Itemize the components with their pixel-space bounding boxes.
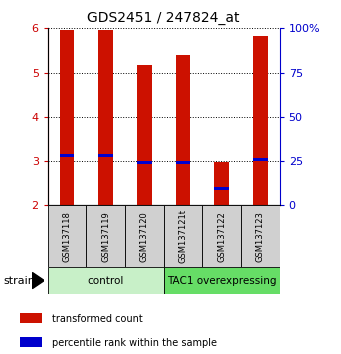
Text: GSM137121t: GSM137121t [178,209,188,263]
Text: TAC1 overexpressing: TAC1 overexpressing [167,275,277,286]
Bar [253,158,268,161]
Bar [214,187,229,190]
Bar [20,337,43,347]
Polygon shape [32,273,44,289]
Bar [98,30,113,205]
Text: transformed count: transformed count [52,314,143,324]
Text: GSM137123: GSM137123 [256,211,265,262]
Bar [48,267,164,294]
Bar [60,154,74,157]
Bar [98,154,113,157]
Bar [241,205,280,267]
Bar [20,314,43,323]
Bar [164,205,202,267]
Bar [137,161,152,164]
Bar [202,205,241,267]
Text: percentile rank within the sample: percentile rank within the sample [52,338,217,348]
Text: GSM137120: GSM137120 [140,211,149,262]
Bar [86,205,125,267]
Bar [125,205,164,267]
Bar [164,267,280,294]
Bar [214,162,229,205]
Bar [176,55,190,205]
Text: GSM137122: GSM137122 [217,211,226,262]
Text: strain: strain [3,275,35,286]
Text: GSM137119: GSM137119 [101,211,110,262]
Bar [60,30,74,205]
Bar [137,65,152,205]
Text: GSM137118: GSM137118 [62,211,72,262]
Bar [48,205,86,267]
Text: control: control [88,275,124,286]
Bar [253,36,268,205]
Title: GDS2451 / 247824_at: GDS2451 / 247824_at [87,11,240,24]
Bar [176,161,190,164]
